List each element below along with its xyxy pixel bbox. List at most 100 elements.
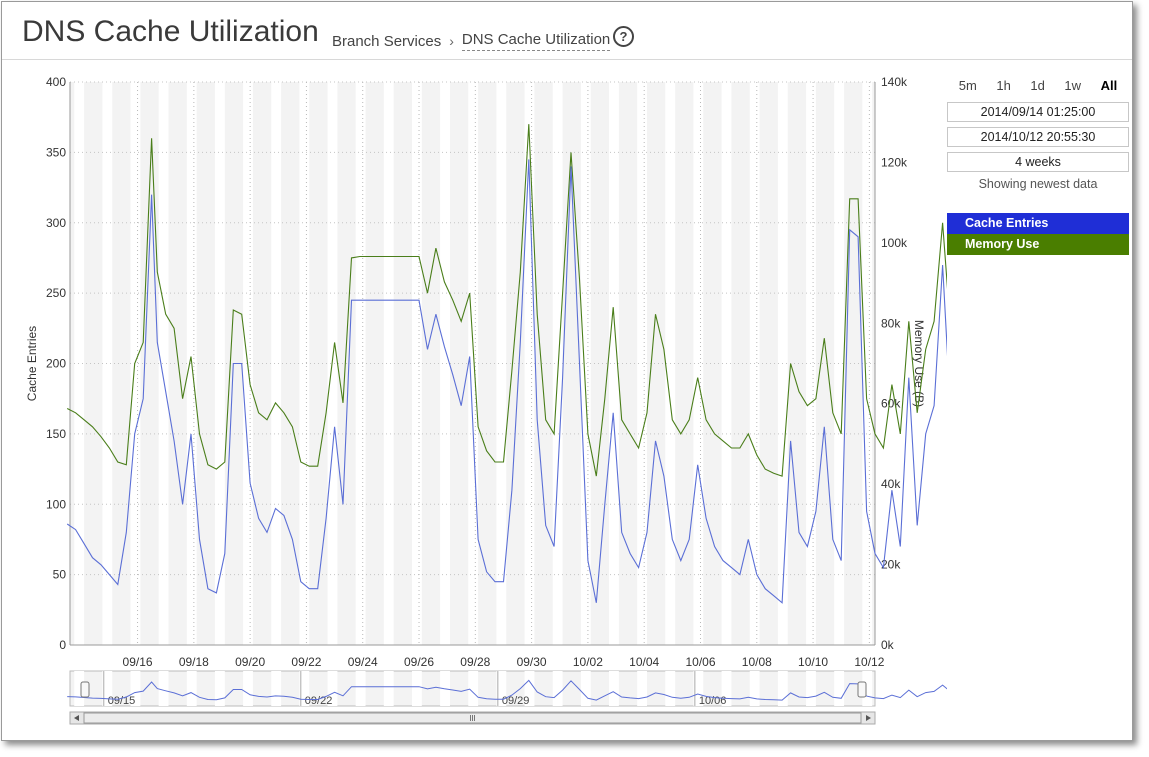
overview-band — [158, 671, 169, 706]
time-band — [74, 82, 85, 645]
range-5m-button[interactable]: 5m — [958, 78, 977, 93]
range-1h-button[interactable]: 1h — [996, 78, 1011, 93]
overview-band — [130, 671, 141, 706]
x-tick-label: 09/22 — [291, 655, 321, 669]
time-band — [214, 82, 225, 645]
overview-tick-label: 09/22 — [305, 695, 333, 707]
time-band — [440, 82, 450, 645]
time-band — [862, 82, 873, 645]
page-header: DNS Cache Utilization Branch Services › … — [2, 2, 1132, 60]
range-1w-button[interactable]: 1w — [1064, 78, 1082, 93]
overview-band — [721, 671, 732, 706]
range-all-button[interactable]: All — [1100, 78, 1118, 93]
y-tick-label: 200 — [46, 357, 66, 371]
overview-tick-label: 10/06 — [699, 695, 727, 707]
x-tick-label: 10/12 — [854, 655, 884, 669]
overview-band — [411, 671, 422, 706]
y-tick-label: 350 — [46, 145, 66, 159]
overview-band — [468, 671, 479, 706]
overview-band — [327, 671, 338, 706]
overview-band — [862, 671, 873, 706]
x-tick-label: 09/16 — [123, 655, 153, 669]
overview-band — [102, 671, 113, 706]
overview-band — [299, 671, 310, 706]
page-title: DNS Cache Utilization — [22, 15, 319, 48]
time-band — [158, 82, 169, 645]
y-tick-label: 300 — [46, 216, 66, 230]
legend-cache-entries[interactable]: Cache Entries — [947, 213, 1129, 234]
y2-tick-label: 100k — [881, 236, 908, 250]
overview-band — [665, 671, 676, 706]
breadcrumb-separator: › — [449, 33, 454, 49]
overview-band — [524, 671, 535, 706]
overview-band — [609, 671, 619, 706]
x-tick-label: 09/30 — [517, 655, 547, 669]
chart-legend: Cache Entries Memory Use — [947, 213, 1129, 255]
overview-band — [74, 671, 85, 706]
time-band — [468, 82, 479, 645]
overview-band — [580, 671, 591, 706]
overview-band — [355, 671, 366, 706]
time-band — [580, 82, 591, 645]
y-axis-title: Cache Entries — [25, 326, 39, 401]
y2-tick-label: 80k — [881, 316, 901, 330]
time-band — [496, 82, 507, 645]
overview-band — [834, 671, 845, 706]
overview-band — [243, 671, 253, 706]
y2-tick-label: 0k — [881, 638, 895, 652]
y2-tick-label: 40k — [881, 477, 901, 491]
x-tick-label: 09/28 — [460, 655, 490, 669]
scroll-left-arrow-icon[interactable] — [74, 715, 79, 721]
overview-band — [186, 671, 197, 706]
x-tick-label: 09/20 — [235, 655, 265, 669]
start-time-field[interactable]: 2014/09/14 01:25:00 — [947, 102, 1129, 122]
x-tick-label: 10/06 — [685, 655, 715, 669]
help-icon[interactable]: ? — [613, 26, 634, 47]
overview-band — [693, 671, 704, 706]
y-tick-label: 250 — [46, 286, 66, 300]
y2-axis-title: Memory Use (B) — [912, 320, 926, 407]
time-band — [355, 82, 366, 645]
overview-band — [749, 671, 760, 706]
y2-tick-label: 60k — [881, 397, 901, 411]
overview-band — [637, 671, 648, 706]
y-tick-label: 0 — [59, 638, 66, 652]
y-tick-label: 150 — [46, 427, 66, 441]
overview-band — [496, 671, 507, 706]
x-tick-label: 10/08 — [742, 655, 772, 669]
overview-band — [383, 671, 394, 706]
overview-band — [271, 671, 282, 706]
breadcrumb: Branch Services › DNS Cache Utilization — [332, 31, 611, 51]
overview-band — [806, 671, 816, 706]
scroll-right-arrow-icon[interactable] — [866, 715, 871, 721]
status-text: Showing newest data — [978, 177, 1098, 191]
range-1d-button[interactable]: 1d — [1030, 78, 1045, 93]
memory-use-line — [66, 124, 947, 477]
breadcrumb-branch-services[interactable]: Branch Services — [332, 32, 442, 50]
time-band — [102, 82, 113, 645]
x-tick-label: 09/18 — [179, 655, 209, 669]
time-band — [411, 82, 422, 645]
overview-right-handle[interactable] — [857, 681, 867, 698]
end-time-field[interactable]: 2014/10/12 20:55:30 — [947, 127, 1129, 147]
breadcrumb-current[interactable]: DNS Cache Utilization — [461, 31, 611, 51]
overview-tick-label: 09/29 — [502, 695, 530, 707]
y2-tick-label: 20k — [881, 558, 901, 572]
report-window: DNS Cache Utilization Branch Services › … — [1, 1, 1133, 741]
time-band — [834, 82, 845, 645]
overview-left-handle[interactable] — [80, 681, 90, 698]
x-tick-label: 10/04 — [629, 655, 659, 669]
x-tick-label: 09/26 — [404, 655, 434, 669]
y-tick-label: 50 — [53, 568, 67, 582]
overview-band — [777, 671, 788, 706]
range-selector: 5m 1h 1d 1w All — [947, 78, 1129, 93]
legend-memory-use[interactable]: Memory Use — [947, 234, 1129, 255]
y-tick-label: 400 — [46, 75, 66, 89]
duration-field[interactable]: 4 weeks — [947, 152, 1129, 172]
time-band — [524, 82, 535, 645]
x-tick-label: 09/24 — [348, 655, 378, 669]
y2-tick-label: 140k — [881, 75, 908, 89]
dns-cache-chart: 09/16 09/18 09/20 09/22 09/24 09/26 09/28 09/30… — [25, 75, 947, 725]
time-band — [130, 82, 141, 645]
y-tick-label: 100 — [46, 497, 66, 511]
